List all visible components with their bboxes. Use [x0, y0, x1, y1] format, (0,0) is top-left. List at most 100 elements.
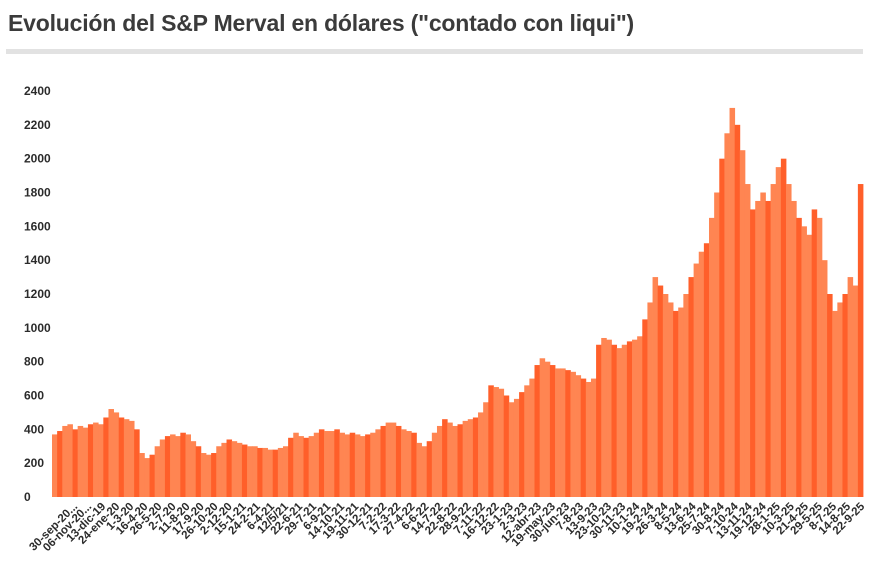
- data-bar: [642, 319, 648, 498]
- data-bar: [452, 425, 458, 497]
- data-bar: [144, 458, 150, 497]
- data-bar: [852, 285, 859, 497]
- y-tick-label: 1000: [24, 321, 51, 335]
- data-bar: [596, 344, 602, 497]
- data-bar: [365, 434, 371, 497]
- data-bar: [77, 425, 84, 497]
- y-tick-label: 0: [24, 490, 31, 504]
- data-bar: [632, 339, 638, 497]
- data-bar: [375, 429, 381, 497]
- data-bar: [478, 412, 484, 497]
- data-bar: [673, 310, 679, 497]
- data-bar: [87, 424, 94, 497]
- data-bar: [637, 336, 643, 497]
- data-bar: [719, 158, 725, 498]
- data-bar: [590, 378, 597, 497]
- data-bar: [786, 184, 792, 498]
- data-bar: [611, 344, 618, 497]
- data-bar: [103, 417, 109, 497]
- bar-series: [52, 107, 864, 498]
- data-bar: [390, 422, 397, 497]
- data-bar: [52, 434, 58, 497]
- data-bar: [221, 442, 227, 497]
- data-bar: [159, 439, 166, 497]
- data-bar: [426, 441, 433, 497]
- data-bar: [252, 446, 258, 497]
- y-tick-label: 2200: [24, 118, 51, 132]
- data-bar: [688, 277, 695, 497]
- data-bar: [359, 436, 366, 497]
- data-bar: [308, 436, 315, 497]
- data-bar: [519, 392, 525, 497]
- data-bar: [693, 263, 700, 497]
- data-bar: [524, 385, 530, 497]
- data-bar: [467, 419, 474, 497]
- data-bar: [447, 422, 453, 497]
- data-bar: [421, 446, 428, 497]
- data-bar: [606, 339, 612, 497]
- data-bar: [796, 217, 802, 498]
- data-bar: [857, 184, 864, 498]
- data-bar: [734, 124, 741, 497]
- data-bar: [791, 200, 797, 497]
- data-bar: [154, 446, 161, 497]
- data-bar: [683, 294, 689, 497]
- data-bar: [750, 209, 756, 498]
- data-bar: [729, 107, 736, 498]
- data-bar: [180, 432, 186, 497]
- data-bar: [724, 133, 730, 498]
- y-tick-label: 600: [24, 389, 44, 403]
- data-bar: [113, 412, 120, 497]
- data-bar: [416, 442, 422, 497]
- data-bar: [190, 441, 197, 497]
- data-bar: [62, 425, 68, 497]
- data-bar: [93, 422, 99, 497]
- data-bar: [226, 439, 233, 497]
- data-bar: [118, 417, 125, 497]
- data-bar: [657, 285, 664, 497]
- data-bar: [703, 243, 710, 497]
- data-bar: [775, 167, 782, 498]
- data-bar: [714, 192, 720, 497]
- title-divider: [6, 49, 863, 54]
- y-tick-label: 400: [24, 422, 44, 436]
- data-bar: [313, 432, 320, 497]
- data-bar: [272, 449, 279, 497]
- data-bar: [241, 444, 248, 497]
- data-bar: [821, 260, 828, 497]
- data-bar: [247, 446, 253, 497]
- data-bar: [601, 337, 607, 497]
- data-bar: [170, 434, 176, 497]
- data-bar: [293, 432, 299, 497]
- data-bar: [837, 302, 843, 497]
- data-bar: [411, 432, 417, 497]
- y-tick-label: 1400: [24, 253, 51, 267]
- data-bar: [82, 427, 89, 497]
- data-bar: [195, 446, 202, 497]
- data-bar: [832, 310, 838, 497]
- data-bar: [765, 200, 771, 497]
- data-bar: [508, 402, 515, 497]
- data-bar: [811, 209, 818, 498]
- data-bar: [493, 387, 499, 497]
- data-bar: [303, 437, 310, 497]
- y-axis-ticks: 0 200 400 600 800 1000 1200 1400 1600 1800 2000 220…: [24, 84, 51, 504]
- data-bar: [205, 454, 212, 497]
- data-bar: [385, 422, 392, 497]
- data-bar: [339, 432, 345, 497]
- data-bar: [406, 431, 412, 497]
- y-tick-label: 1600: [24, 219, 51, 233]
- data-bar: [370, 432, 376, 497]
- data-bar: [262, 447, 268, 497]
- data-bar: [565, 370, 571, 498]
- data-bar: [472, 417, 479, 497]
- data-bar: [678, 307, 684, 497]
- data-bar: [324, 431, 330, 497]
- data-bar: [483, 402, 489, 497]
- data-bar: [667, 302, 674, 497]
- data-bar: [334, 429, 340, 497]
- data-bar: [806, 234, 813, 498]
- data-bar: [662, 294, 669, 497]
- data-bar: [626, 341, 633, 497]
